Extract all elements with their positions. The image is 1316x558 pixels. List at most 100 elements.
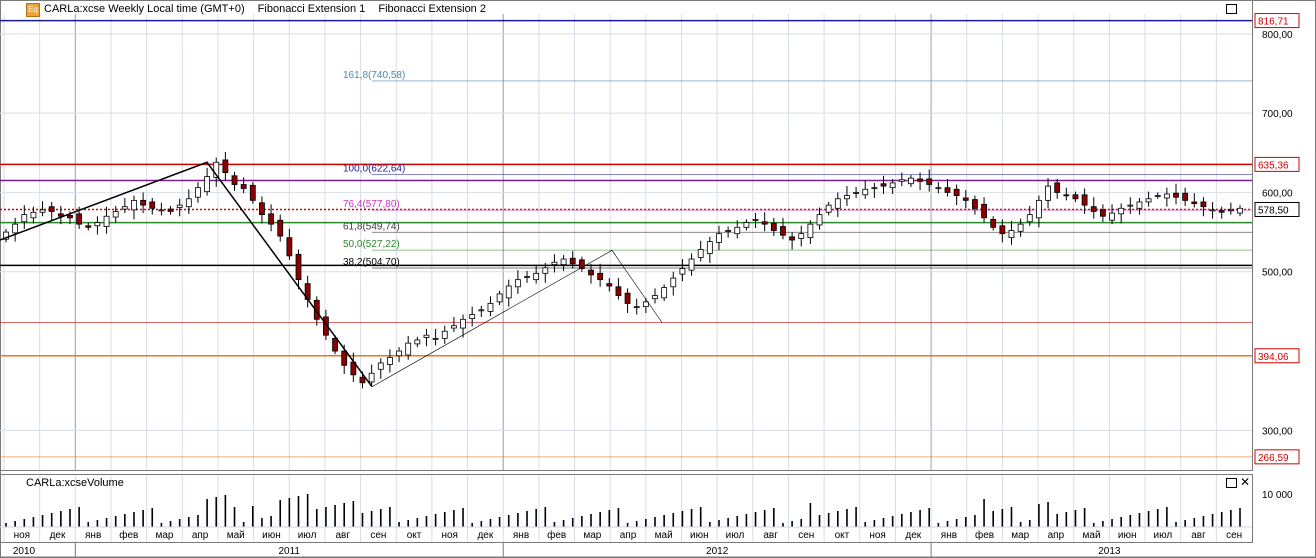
candle-body: [588, 269, 594, 276]
price-label: 635,36: [1258, 160, 1289, 171]
month-label: май: [655, 530, 673, 541]
month-label: апр: [620, 530, 637, 541]
candle-body: [697, 249, 704, 258]
candle-body: [761, 221, 768, 225]
candle-body: [277, 219, 284, 237]
candle-body: [652, 295, 658, 300]
candle-body: [1191, 201, 1198, 204]
candle-body: [862, 188, 869, 196]
candle-body: [1099, 209, 1106, 217]
candle-body: [39, 209, 46, 213]
month-label: авг: [1191, 530, 1206, 541]
candle-body: [514, 279, 521, 288]
candle-body: [1072, 194, 1079, 200]
y-tick-label: 600,00: [1262, 188, 1293, 199]
candle-body: [844, 195, 850, 200]
candle-body: [880, 183, 887, 187]
chart-header: CARLa:xcse Weekly Local time (GMT+0) Fib…: [44, 3, 496, 17]
month-label: ноя: [869, 530, 886, 541]
candle-body: [131, 199, 137, 211]
candle-body: [94, 222, 101, 227]
candle-body: [780, 226, 786, 236]
candle-body: [450, 325, 457, 329]
candle-body: [176, 204, 183, 208]
candle-body: [231, 175, 238, 185]
candle-body: [1026, 214, 1033, 223]
candle-body: [185, 198, 192, 208]
candle-body: [222, 159, 229, 174]
candle-body: [76, 213, 83, 225]
candle-body: [533, 272, 540, 281]
candle-body: [469, 314, 476, 319]
month-label: сен: [798, 530, 814, 541]
candle-body: [661, 287, 668, 299]
candle-body: [1017, 223, 1024, 232]
candle-body: [1182, 192, 1189, 201]
month-label: апр: [1048, 530, 1065, 541]
candle-body: [524, 276, 530, 278]
candle-body: [1045, 185, 1051, 201]
candle-body: [505, 285, 512, 299]
candle-body: [313, 299, 320, 320]
study-fib-extension-2[interactable]: Fibonacci Extension 2: [378, 3, 486, 15]
candle-body: [999, 225, 1006, 235]
candle-body: [1127, 204, 1134, 207]
candle-body: [21, 214, 28, 223]
candle-body: [953, 188, 960, 197]
candle-body: [3, 231, 9, 240]
month-label: янв: [941, 530, 957, 541]
candle-body: [734, 226, 741, 235]
candle-body: [377, 362, 384, 370]
volume-bars: [5, 494, 1241, 527]
year-label: 2010: [13, 546, 36, 557]
candle-body: [834, 198, 841, 209]
candle-body: [460, 318, 466, 329]
price-label-box: [1254, 348, 1300, 364]
candle-body: [204, 176, 210, 193]
price-label: 816,71: [1258, 17, 1289, 28]
month-label: дек: [477, 530, 493, 541]
fib-extension-1-trendline: [0, 161, 373, 388]
candle-body: [798, 233, 805, 239]
candle-body: [332, 337, 338, 352]
candle-body: [12, 223, 19, 234]
candle-body: [396, 350, 402, 357]
candle-body: [972, 199, 978, 209]
candle-body: [1090, 206, 1097, 212]
volume-maximize-icon[interactable]: [1226, 478, 1237, 488]
volume-panel-title: CARLa:xcseVolume: [26, 477, 124, 489]
fib-level-label: 38,2(504,70): [343, 257, 400, 268]
month-label: ноя: [14, 530, 31, 541]
candle-body: [752, 218, 759, 221]
candle-body: [249, 184, 256, 201]
candle-body: [158, 209, 165, 212]
app-logo-icon[interactable]: Eq: [26, 3, 40, 17]
candle-body: [30, 211, 37, 219]
candle-body: [962, 197, 969, 201]
fib-level-label: 76,4(577,80): [343, 199, 400, 210]
study-fib-extension-1[interactable]: Fibonacci Extension 1: [257, 3, 366, 15]
candle-body: [405, 342, 412, 356]
month-label: май: [227, 530, 245, 541]
volume-close-icon[interactable]: ✕: [1240, 475, 1251, 489]
candle-body: [569, 257, 576, 265]
chart-title[interactable]: CARLa:xcse Weekly Local time (GMT+0): [44, 3, 245, 15]
candle-body: [597, 272, 604, 281]
candle-body: [85, 225, 92, 228]
candle-body: [268, 213, 274, 225]
candle-body: [167, 208, 174, 212]
maximize-icon[interactable]: [1226, 4, 1237, 14]
month-label: сен: [1226, 530, 1242, 541]
price-label: 394,06: [1258, 352, 1289, 363]
month-label: апр: [192, 530, 209, 541]
candle-body: [149, 201, 156, 209]
candle-body: [981, 203, 987, 219]
candle-body: [295, 253, 302, 281]
y-tick-label: 800,00: [1262, 30, 1293, 41]
candles: [3, 151, 1243, 389]
year-label: 2011: [278, 546, 300, 557]
month-label: сен: [370, 530, 386, 541]
month-label: дек: [905, 530, 921, 541]
month-label: мар: [155, 530, 173, 541]
